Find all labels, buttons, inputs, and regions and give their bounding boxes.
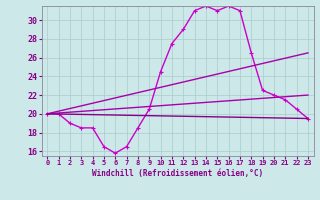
X-axis label: Windchill (Refroidissement éolien,°C): Windchill (Refroidissement éolien,°C) xyxy=(92,169,263,178)
